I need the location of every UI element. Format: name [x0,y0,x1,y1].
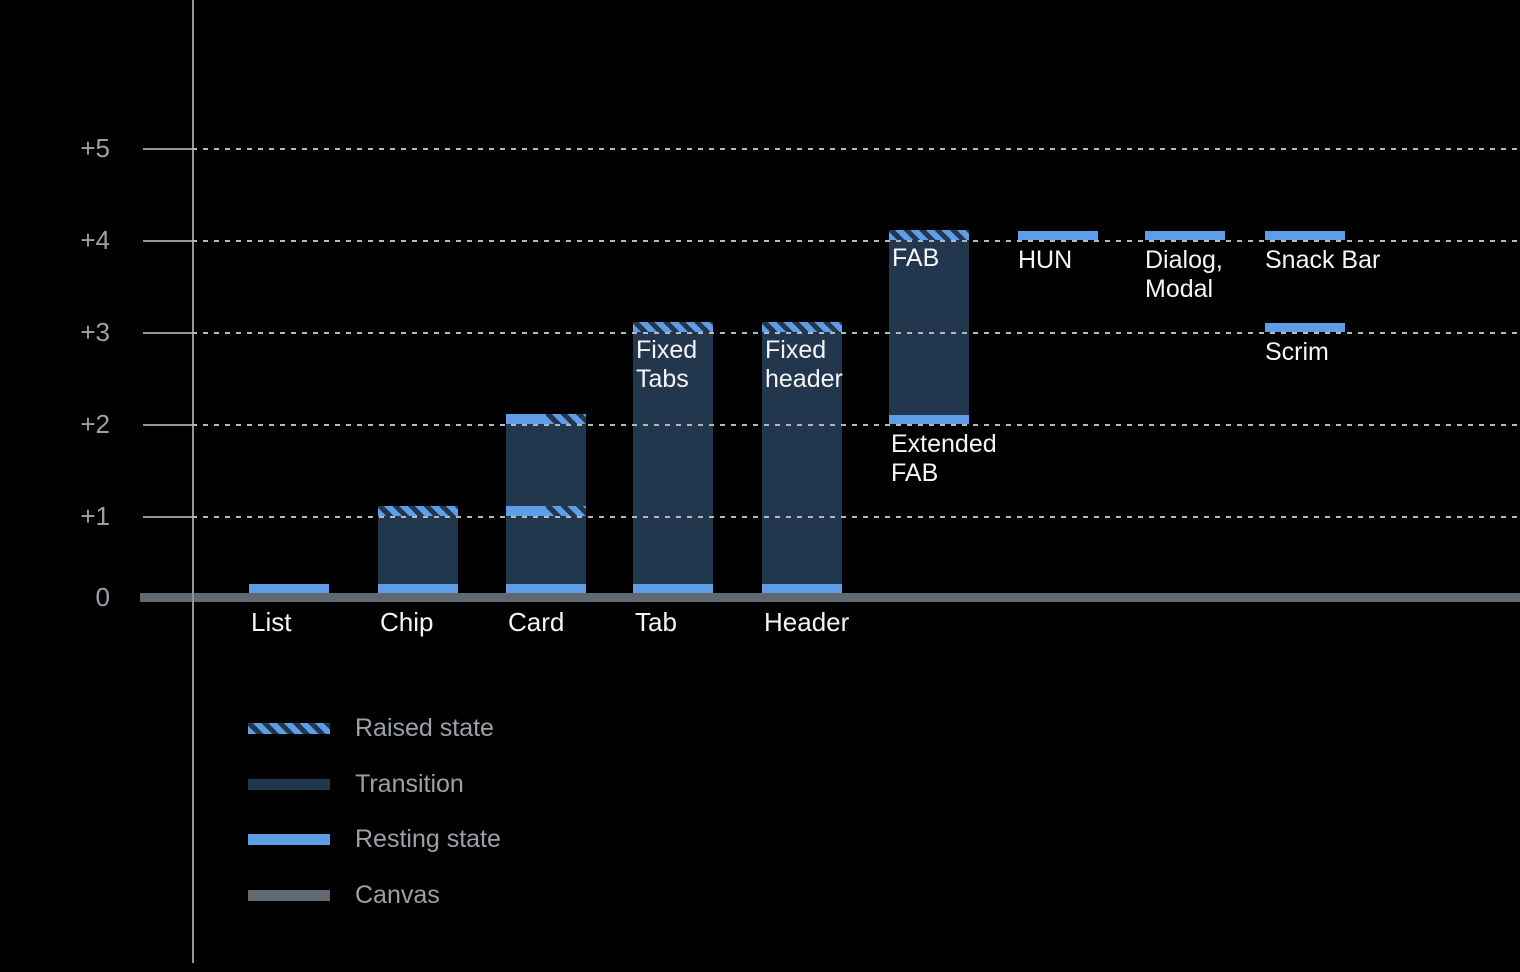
legend-row-transition: Transition [248,768,464,800]
bar-chip-transition [378,516,458,584]
ytick-label-+4: +4 [40,224,110,256]
ytick-label-+5-line: +5 [80,133,110,163]
gridline-+4 [192,240,1520,242]
ytick-label-+1-line: +1 [80,501,110,531]
ytick-label-+1: +1 [40,500,110,532]
bar-tab-transition [633,332,713,584]
gridline-tick-+1 [143,516,194,518]
gridline-+3 [192,332,1520,334]
label-header: Header [764,607,849,637]
float-label-dialog-modal: Dialog, Modal [1145,246,1223,304]
bar-card-resting-band-2 [506,414,546,424]
bar-card-resting-band [506,584,586,593]
bar-header-transition [762,332,842,584]
legend-label-raised: Raised state [355,713,494,742]
bar-scrim-resting-band [1265,323,1345,332]
ytick-label-+3-line: +3 [80,317,110,347]
legend-label-transition: Transition [355,769,464,798]
legend-label-resting: Resting state [355,824,501,853]
under-label-fab-line: Extended [891,430,997,458]
label-list-line: List [251,607,292,637]
label-header-line: Header [764,607,850,637]
bar-header-resting-band [762,584,842,593]
inner-label-header-line: header [765,365,843,393]
label-chip-line: Chip [380,607,434,637]
float-label-scrim-line: Scrim [1265,338,1329,366]
gridline-tick-+3 [143,332,194,334]
ytick-label-0: 0 [40,581,110,613]
bar-chip-resting-band [378,584,458,593]
gridline-tick-+4 [143,240,194,242]
legend-swatch-transition [248,778,330,790]
bar-fab-raised-band [889,230,969,240]
float-label-dialog-modal-line: Modal [1145,275,1214,303]
ytick-label-0-line: 0 [95,582,110,612]
float-label-hun-line: HUN [1018,246,1073,274]
inner-label-tab-line: Fixed [636,336,698,364]
gridline-+5 [192,148,1520,150]
float-label-snack-bar-line: Snack Bar [1265,246,1381,274]
inner-label-tab-line: Tabs [636,365,689,393]
label-tab-line: Tab [635,607,677,637]
inner-label-header: Fixed header [765,336,843,394]
bar-snack-bar-resting-band [1265,231,1345,240]
bar-card-resting-band-1 [506,506,546,516]
bar-card-raised-band-2 [546,414,586,424]
gridline-+1 [192,516,1520,518]
legend-swatch-raised [248,722,330,734]
label-tab: Tab [635,607,677,637]
canvas-baseline [140,593,1520,602]
inner-label-header-line: Fixed [765,336,827,364]
inner-label-tab: Fixed Tabs [636,336,697,394]
ytick-label-+4-line: +4 [80,225,110,255]
inner-label-fab: FAB [892,244,939,273]
under-label-fab-line: FAB [891,459,939,487]
bar-dialog-modal-resting-band [1145,231,1225,240]
float-label-hun: HUN [1018,246,1072,275]
legend-swatch-resting [248,833,330,845]
legend-row-raised: Raised state [248,712,494,744]
y-axis-line [192,0,194,963]
label-card: Card [508,607,564,637]
legend-label-canvas: Canvas [355,880,440,909]
bar-header-raised-band [762,322,842,332]
float-label-snack-bar: Snack Bar [1265,246,1380,275]
under-label-fab: Extended FAB [891,430,997,488]
legend-row-canvas: Canvas [248,879,440,911]
bar-hun-resting-band [1018,231,1098,240]
legend-row-resting: Resting state [248,823,501,855]
ytick-label-+2: +2 [40,408,110,440]
ytick-label-+2-line: +2 [80,409,110,439]
bar-fab-transition [889,240,969,415]
bar-chip-raised-band [378,506,458,516]
gridline-tick-+5 [143,148,194,150]
bar-tab-raised-band [633,322,713,332]
bar-list-resting-band [249,584,329,593]
ytick-label-+3: +3 [40,316,110,348]
float-label-scrim: Scrim [1265,338,1329,367]
bar-card-transition [506,424,586,584]
bar-tab-resting-band [633,584,713,593]
gridline-tick-+2 [143,424,194,426]
gridline-+2 [192,424,1520,426]
legend-swatch-canvas [248,889,330,901]
label-chip: Chip [380,607,433,637]
ytick-label-+5: +5 [40,132,110,164]
bar-card-raised-band-1 [546,506,586,516]
label-card-line: Card [508,607,565,637]
inner-label-fab-line: FAB [892,244,940,272]
label-list: List [251,607,291,637]
bar-fab-resting-band [889,415,969,424]
float-label-dialog-modal-line: Dialog, [1145,246,1223,274]
